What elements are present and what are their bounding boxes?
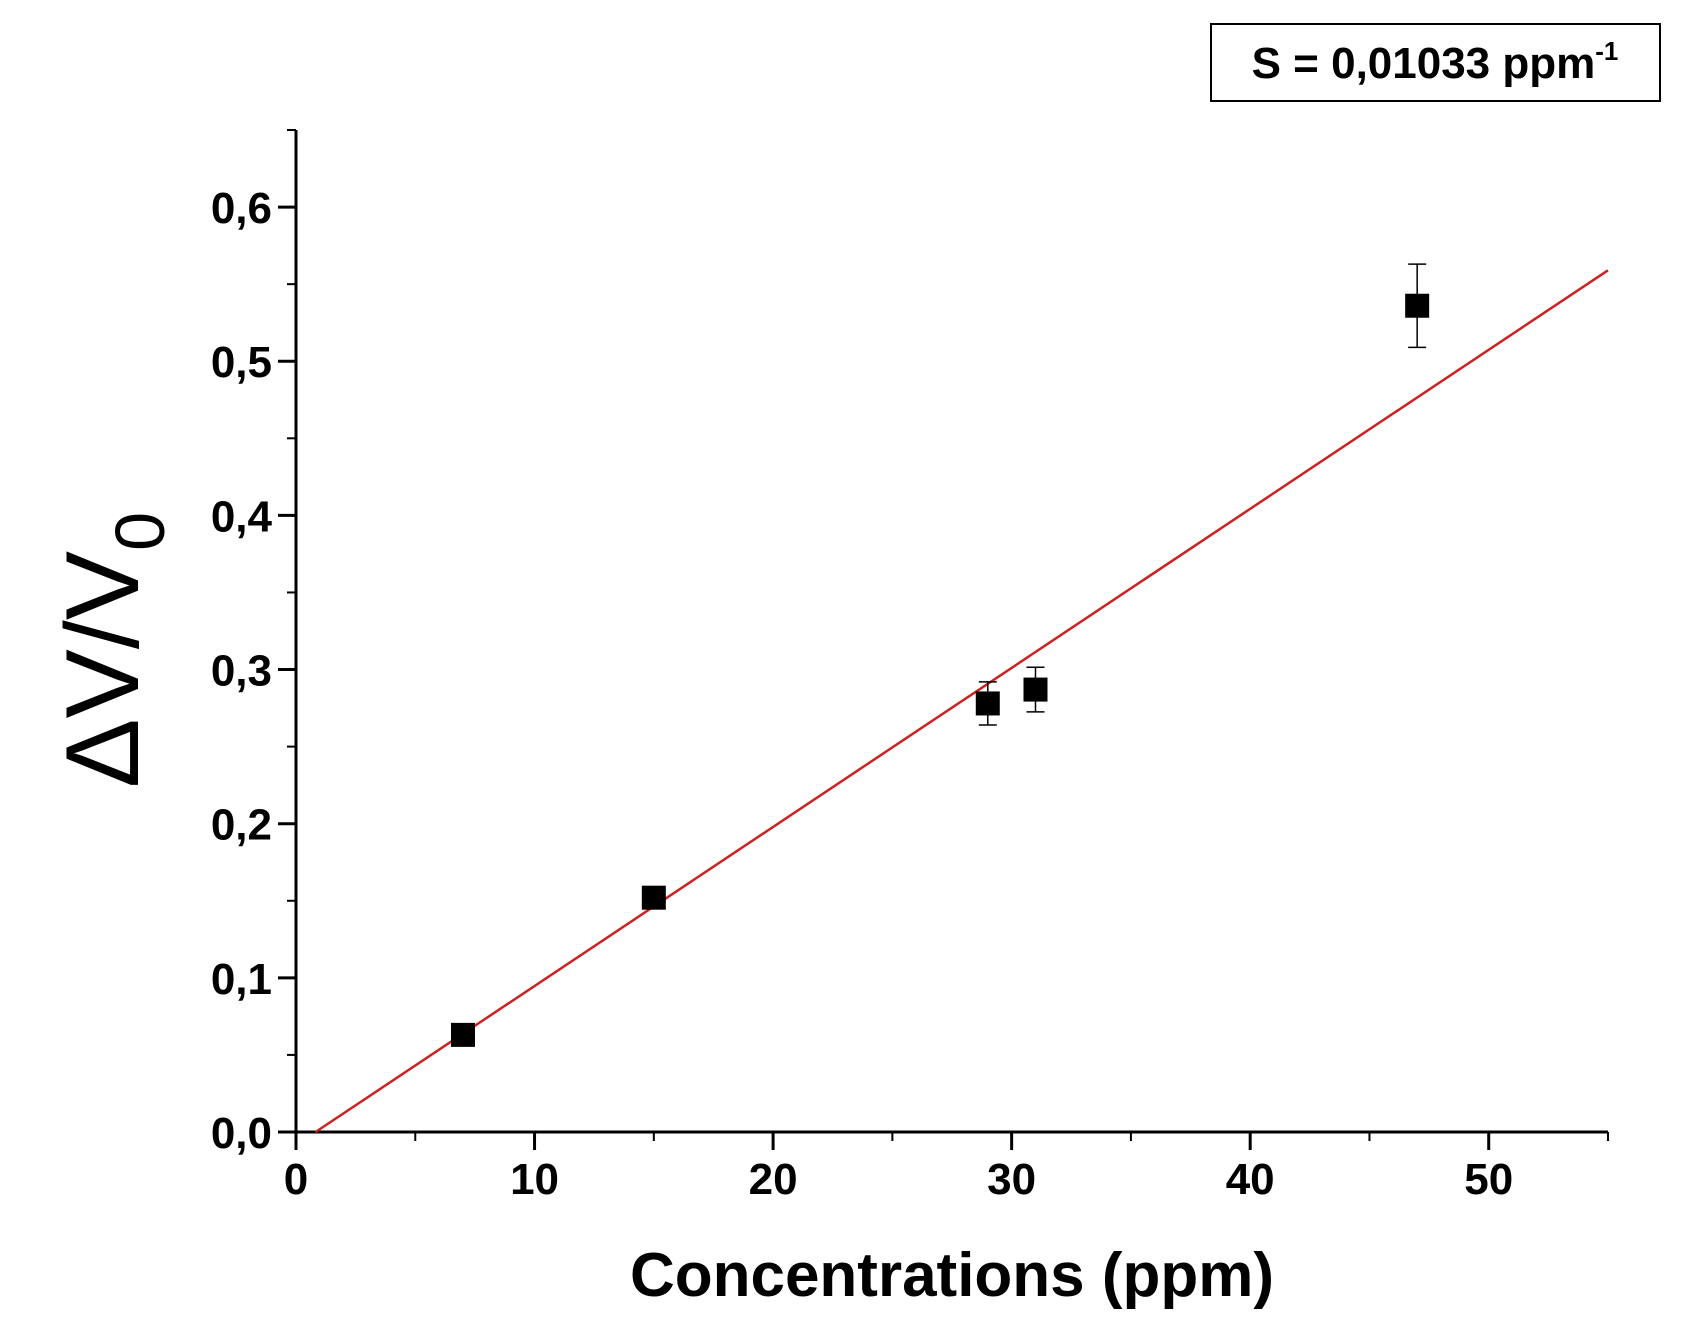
fit-line	[314, 269, 1609, 1134]
x-tick-label: 40	[1226, 1155, 1275, 1204]
point	[1023, 677, 1048, 702]
y-tick-label: 0,3	[211, 647, 272, 696]
x-tick-label: 20	[749, 1155, 798, 1204]
point	[975, 691, 1000, 716]
x-tick-label: 30	[987, 1155, 1036, 1204]
annotation-text: S = 0,01033 ppm	[1252, 39, 1596, 88]
y-tick-label: 0,1	[211, 955, 272, 1004]
y-tick-label: 0,5	[211, 338, 272, 387]
x-tick-label: 0	[284, 1155, 308, 1204]
annotation-sup: -1	[1595, 36, 1618, 66]
x-axis-label: Concentrations (ppm)	[630, 1241, 1274, 1310]
x-tick-label: 10	[510, 1155, 559, 1204]
x-tick-label: 50	[1464, 1155, 1513, 1204]
point	[450, 1022, 475, 1047]
y-label-text: ΔV/V	[45, 551, 161, 788]
y-tick-label: 0,4	[211, 492, 273, 541]
point	[641, 885, 666, 910]
y-tick-label: 0,6	[211, 184, 272, 233]
point	[1405, 293, 1430, 318]
y-tick-label: 0,0	[211, 1109, 272, 1158]
annotation-box	[1210, 23, 1661, 102]
y-axis-label: ΔV/V0	[45, 512, 179, 788]
y-tick-label: 0,2	[211, 801, 272, 850]
annotation: S = 0,01033 ppm-1	[1252, 36, 1619, 88]
y-label-sub: 0	[101, 512, 179, 551]
